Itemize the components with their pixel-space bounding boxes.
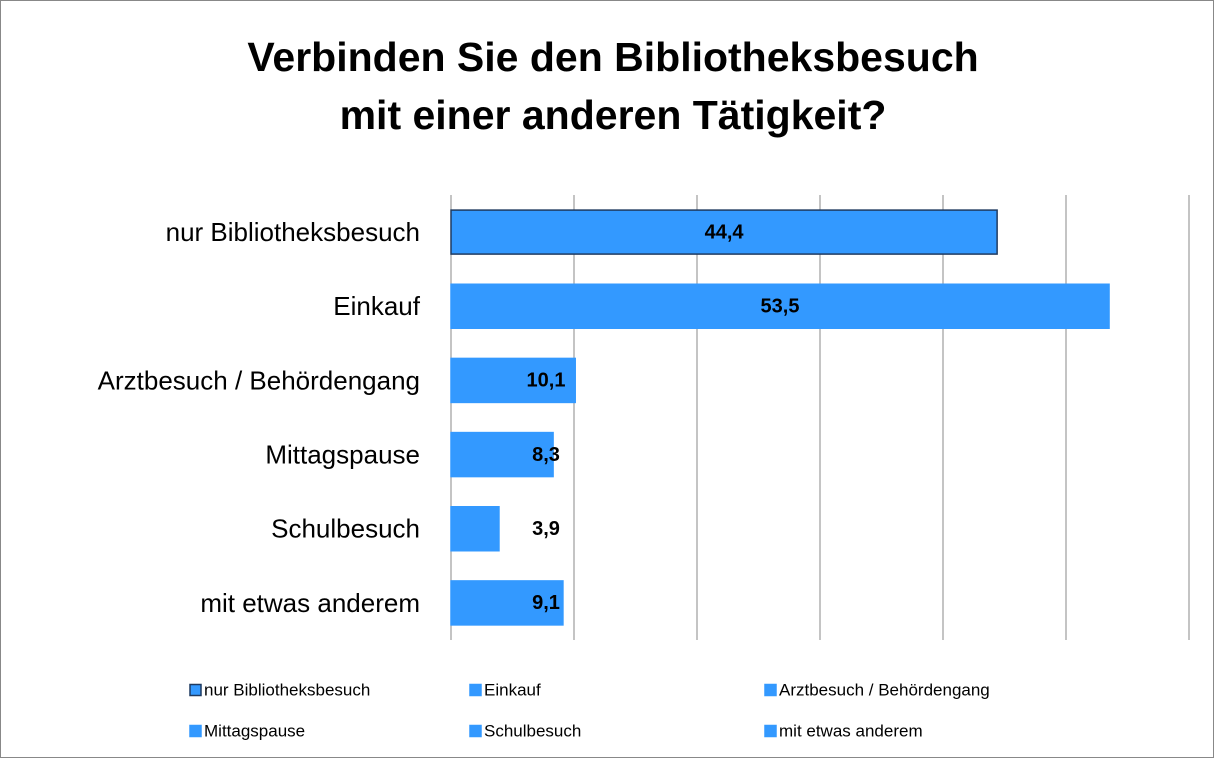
y-tick-label: Mittagspause bbox=[265, 439, 420, 469]
bar bbox=[450, 209, 998, 255]
bar bbox=[450, 431, 554, 478]
legend-marker bbox=[764, 724, 777, 738]
legend-marker bbox=[469, 724, 482, 738]
y-tick-label: Einkauf bbox=[333, 291, 420, 321]
y-tick-label: Schulbesuch bbox=[271, 514, 420, 544]
legend-label: Einkauf bbox=[484, 680, 541, 699]
legend-marker bbox=[189, 724, 202, 738]
bar bbox=[450, 580, 564, 626]
y-tick-label: mit etwas anderem bbox=[200, 588, 420, 618]
legend-label: mit etwas anderem bbox=[779, 721, 923, 740]
chart-title: Verbinden Sie den Bibliotheksbesuch bbox=[247, 34, 978, 80]
data-label: 3,9 bbox=[532, 518, 560, 540]
legend-label: Arztbesuch / Behördengang bbox=[779, 680, 990, 699]
bar bbox=[450, 506, 500, 552]
bar bbox=[450, 283, 1110, 329]
y-tick-label: Arztbesuch / Behördengang bbox=[98, 365, 420, 395]
data-label: 8,3 bbox=[532, 444, 560, 466]
legend-label: Mittagspause bbox=[204, 721, 305, 740]
legend-label: nur Bibliotheksbesuch bbox=[204, 680, 370, 699]
legend-marker bbox=[469, 683, 482, 697]
legend-marker bbox=[764, 683, 777, 697]
bar bbox=[450, 357, 576, 404]
legend-marker bbox=[189, 683, 202, 697]
y-tick-label: nur Bibliotheksbesuch bbox=[166, 217, 420, 247]
data-label: 10,1 bbox=[527, 370, 566, 392]
data-label: 53,5 bbox=[761, 296, 800, 318]
chart-title: mit einer anderen Tätigkeit? bbox=[340, 92, 887, 138]
legend-label: Schulbesuch bbox=[484, 721, 581, 740]
data-label: 9,1 bbox=[532, 592, 560, 614]
data-label: 44,4 bbox=[705, 221, 745, 243]
